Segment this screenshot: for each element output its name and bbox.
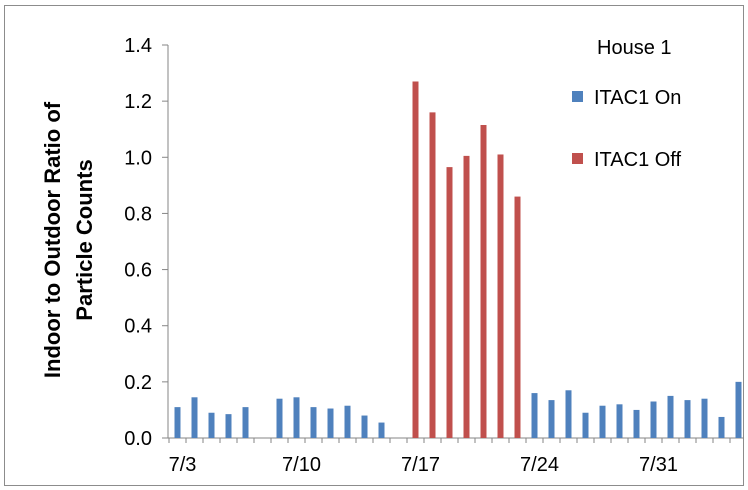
bar-itac1-on xyxy=(650,401,657,438)
x-tick-label: 7/31 xyxy=(639,454,678,476)
bar-itac1-on xyxy=(378,422,385,438)
bar-itac1-off xyxy=(497,154,504,438)
legend-title: House 1 xyxy=(597,37,672,59)
y-tick-label: 1.0 xyxy=(124,147,152,169)
y-axis-ticks: 0.0 0.2 0.4 0.6 0.8 1.0 1.2 1.4 xyxy=(124,35,168,450)
y-tick-label: 1.4 xyxy=(124,35,152,57)
bar-itac1-on xyxy=(293,397,300,438)
bar-itac1-on xyxy=(565,390,572,438)
bar-itac1-off xyxy=(463,155,470,438)
bar-itac1-on xyxy=(208,412,215,438)
bar-itac1-on xyxy=(191,397,198,438)
y-axis-title: Indoor to Outdoor Ratio of Particle Coun… xyxy=(40,101,97,378)
bar-itac1-off xyxy=(480,125,487,438)
bar-itac1-on xyxy=(599,405,606,438)
bar-itac1-on xyxy=(327,408,334,438)
bar-itac1-on xyxy=(718,416,725,438)
bar-itac1-on xyxy=(242,407,249,438)
y-tick-label: 0.2 xyxy=(124,372,152,394)
y-tick-label: 1.2 xyxy=(124,91,152,113)
bar-itac1-on xyxy=(667,395,674,438)
y-tick-label: 0.4 xyxy=(124,316,152,338)
bar-itac1-on xyxy=(616,404,623,438)
y-tick-label: 0.0 xyxy=(124,428,152,450)
bar-itac1-off xyxy=(429,112,436,438)
legend-label-itac1-off: ITAC1 Off xyxy=(594,149,682,171)
y-axis-title-line-2: Particle Counts xyxy=(72,159,97,320)
legend-label-itac1-on: ITAC1 On xyxy=(594,87,681,109)
bar-itac1-on xyxy=(361,415,368,438)
x-axis-ticks: 7/3 7/10 7/17 7/24 7/31 xyxy=(168,438,731,476)
bar-itac1-on xyxy=(344,405,351,438)
x-tick-label: 7/3 xyxy=(169,454,197,476)
x-tick-label: 7/10 xyxy=(282,454,321,476)
y-tick-label: 0.8 xyxy=(124,203,152,225)
bar-itac1-off xyxy=(446,167,453,438)
bar-itac1-on xyxy=(548,400,555,438)
bar-itac1-on xyxy=(531,393,538,438)
y-axis-title-line-1: Indoor to Outdoor Ratio of xyxy=(40,101,65,378)
bars xyxy=(174,81,742,438)
bar-itac1-on xyxy=(310,407,317,438)
bar-itac1-on xyxy=(735,381,742,438)
x-tick-label: 7/24 xyxy=(520,454,559,476)
bar-itac1-on xyxy=(225,414,232,438)
bar-itac1-off xyxy=(514,196,521,438)
bar-itac1-on xyxy=(684,400,691,438)
bar-itac1-on xyxy=(582,412,589,438)
bar-itac1-on xyxy=(701,398,708,438)
bar-itac1-on xyxy=(174,407,181,438)
y-tick-label: 0.6 xyxy=(124,260,152,282)
legend: House 1 ITAC1 On ITAC1 Off xyxy=(572,37,682,171)
bar-itac1-on xyxy=(633,409,640,438)
x-tick-label: 7/17 xyxy=(401,454,440,476)
bar-itac1-off xyxy=(412,81,419,438)
bar-itac1-on xyxy=(276,398,283,438)
legend-swatch-itac1-on xyxy=(572,91,583,102)
legend-swatch-itac1-off xyxy=(572,153,583,164)
